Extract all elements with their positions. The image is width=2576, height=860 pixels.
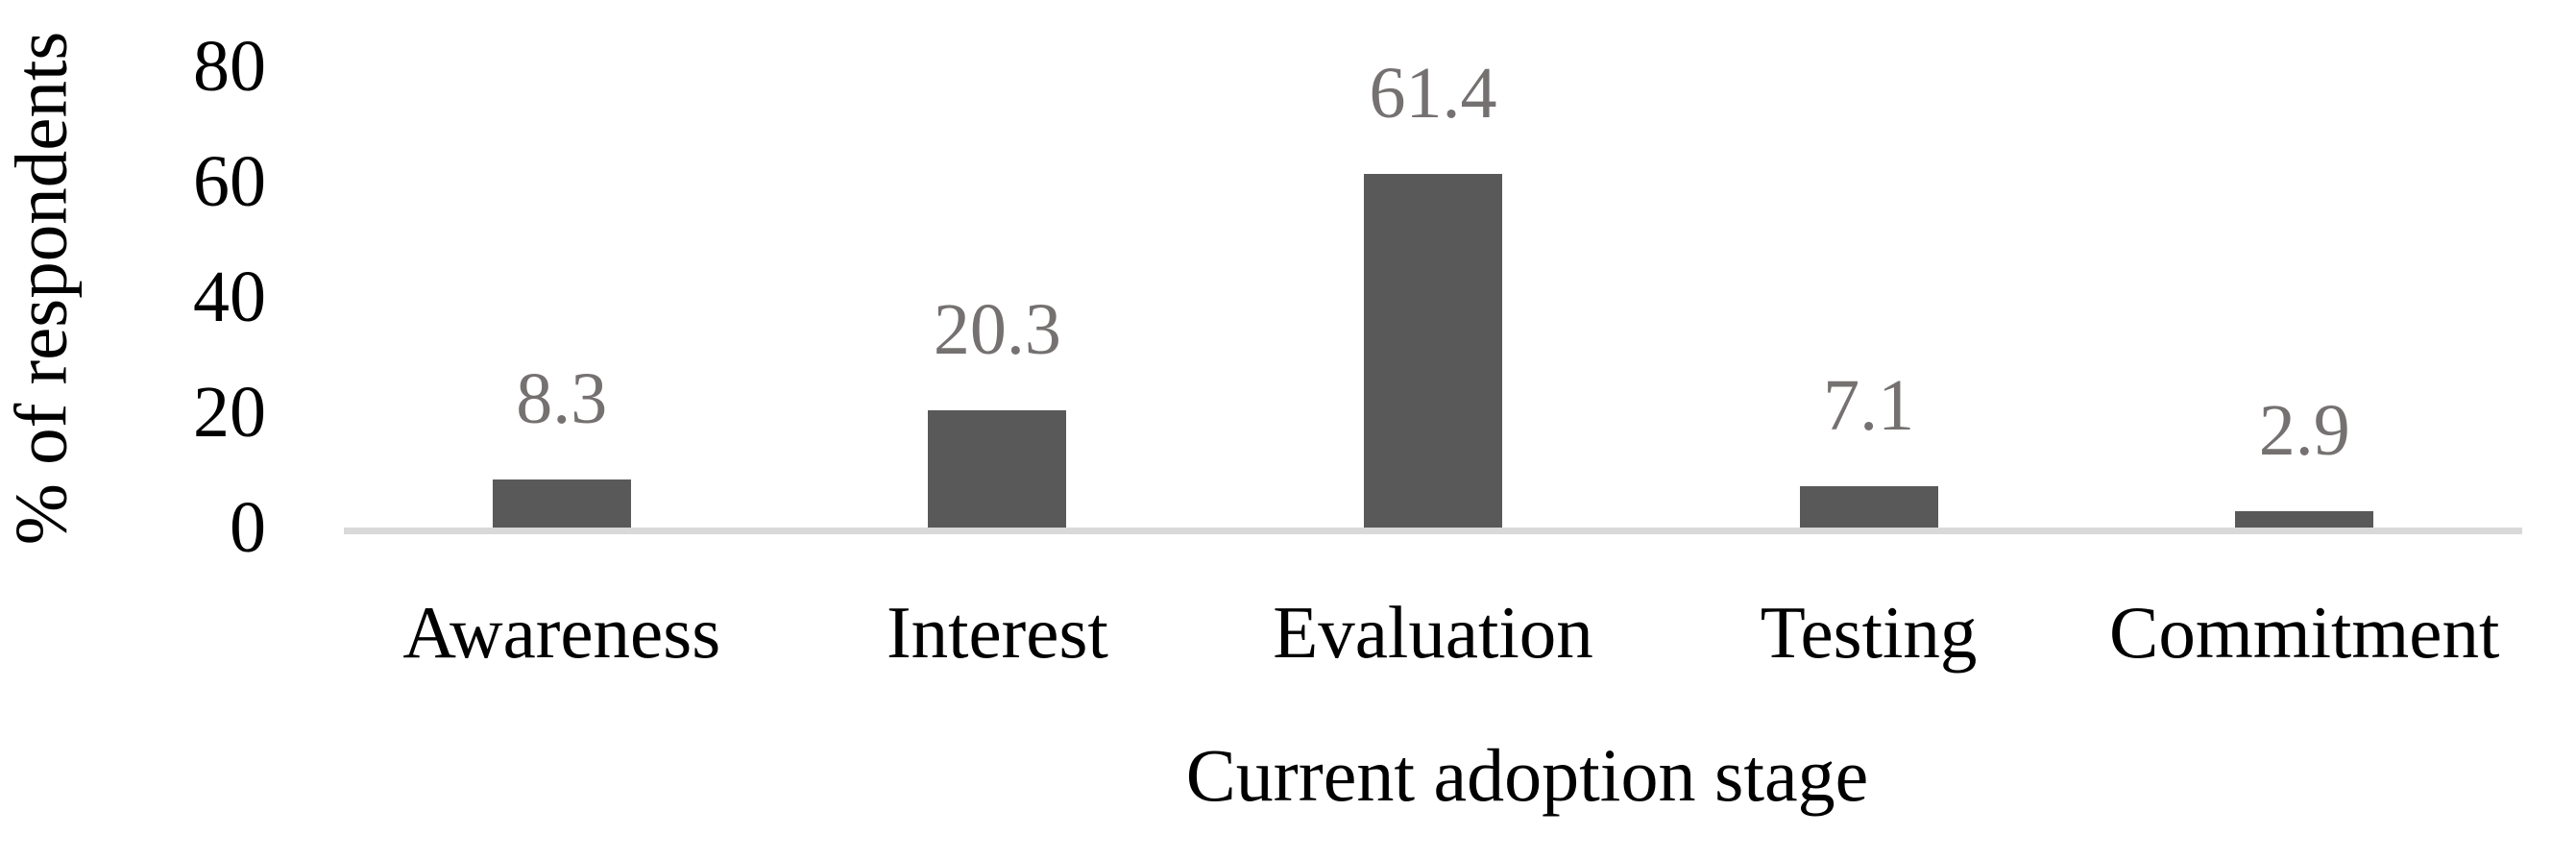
category-label: Evaluation: [1273, 591, 1593, 674]
bar-value-label: 20.3: [933, 289, 1061, 370]
bar-value-label: 7.1: [1823, 365, 1915, 446]
bar-value-label: 61.4: [1369, 53, 1497, 134]
category-label: Commitment: [2108, 591, 2500, 674]
x-axis-line: [344, 528, 2522, 534]
category-label: Interest: [886, 591, 1108, 674]
bar-value-label: 8.3: [516, 358, 608, 439]
y-axis-title: % of respondents: [0, 31, 83, 546]
x-axis-title: Current adoption stage: [1185, 733, 1869, 817]
category-label: Testing: [1760, 591, 1978, 674]
bar: [1799, 486, 1938, 528]
category-label: Awareness: [402, 591, 721, 674]
bar: [928, 410, 1067, 528]
y-tick-label: 40: [193, 257, 266, 337]
bar: [1364, 174, 1502, 528]
y-tick-label: 80: [193, 26, 266, 107]
bar-value-label: 2.9: [2258, 390, 2350, 471]
bar: [492, 479, 631, 528]
y-tick-label: 20: [193, 372, 266, 453]
bar: [2235, 511, 2374, 528]
y-tick-label: 60: [193, 141, 266, 222]
y-tick-label: 0: [230, 487, 266, 568]
